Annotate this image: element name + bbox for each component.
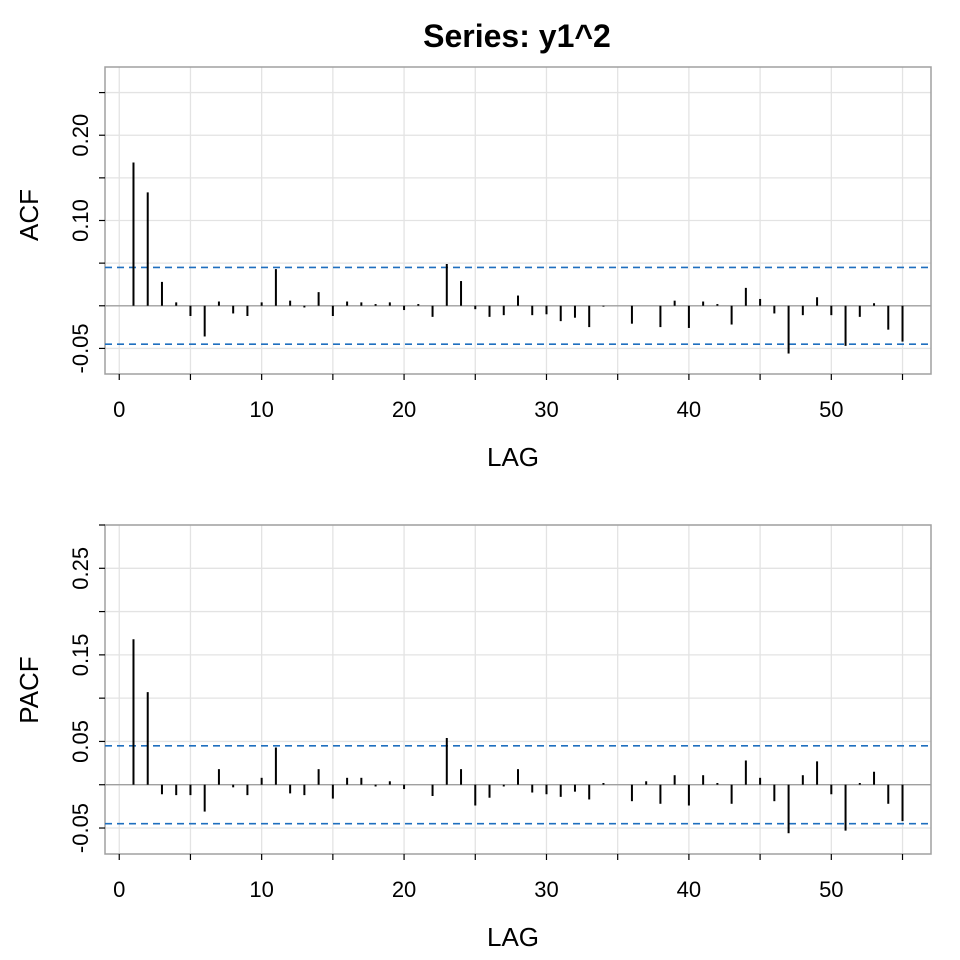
- pacf-x-tick-label: 40: [677, 877, 701, 902]
- pacf-x-tick-label: 20: [392, 877, 416, 902]
- acf-y-tick-label: -0.05: [68, 323, 93, 373]
- pacf-x-tick-label: 10: [249, 877, 273, 902]
- acf-x-axis-label: LAG: [487, 442, 539, 472]
- acf-y-axis-label: ACF: [14, 189, 44, 241]
- pacf-y-tick-label: 0.15: [68, 633, 93, 676]
- acf-y-tick-label: 0.10: [68, 199, 93, 242]
- pacf-x-axis-label: LAG: [487, 922, 539, 952]
- acf-x-tick-label: 0: [113, 397, 125, 422]
- pacf-y-tick-label: 0.05: [68, 720, 93, 763]
- pacf-y-axis-label: PACF: [14, 656, 44, 723]
- acf-x-tick-label: 40: [677, 397, 701, 422]
- acf-x-tick-label: 10: [249, 397, 273, 422]
- pacf-panel: 0 10 20 30 40 50 -0.05 0.05 0.15 0.25 PACF LAG: [14, 524, 932, 952]
- pacf-y-tick-label: -0.05: [68, 803, 93, 853]
- acf-x-tick-label: 50: [819, 397, 843, 422]
- acf-y-tick-label: 0.20: [68, 114, 93, 157]
- pacf-frame: [104, 524, 932, 855]
- acf-x-tick-label: 30: [534, 397, 558, 422]
- pacf-x-tick-label: 50: [819, 877, 843, 902]
- acf-panel: 0 10 20 30 40 50 -0.05 0.10 0.20 ACF LAG: [14, 66, 932, 472]
- acf-x-tick-label: 20: [392, 397, 416, 422]
- pacf-y-tick-label: 0.25: [68, 547, 93, 590]
- pacf-x-tick-label: 0: [113, 877, 125, 902]
- pacf-x-tick-label: 30: [534, 877, 558, 902]
- chart-title: Series: y1^2: [423, 18, 611, 54]
